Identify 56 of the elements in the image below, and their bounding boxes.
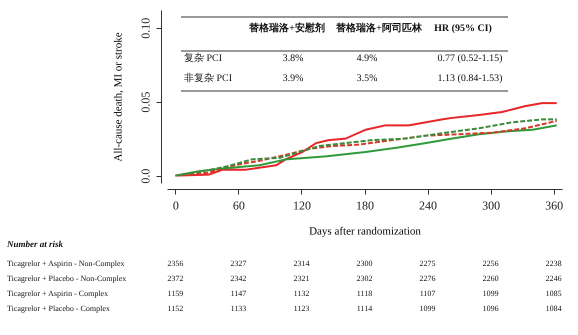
text: Ticagrelor + Aspirin - Complex	[7, 289, 108, 298]
text: 2302	[356, 274, 372, 283]
annotation: 替格瑞洛+阿司匹林	[335, 22, 423, 34]
annotation: 复杂 PCI	[184, 52, 222, 64]
text: 2372	[167, 274, 184, 283]
text: 1147	[230, 289, 246, 298]
annotation: 非复杂 PCI	[184, 72, 232, 84]
text: 1133	[230, 304, 246, 313]
text: 1099	[420, 304, 436, 313]
text: 2246	[546, 274, 562, 283]
y-tick-label: 0.05	[138, 92, 152, 113]
text: 1159	[168, 289, 184, 298]
y-tick-label: 0.10	[138, 18, 152, 39]
annotation: 0.77 (0.52-1.15)	[438, 53, 502, 64]
text: 2314	[293, 259, 310, 268]
annotation: 1.13 (0.84-1.53)	[438, 73, 502, 84]
text: 2275	[420, 259, 436, 268]
text: Ticagrelor + Aspirin - Non-Complex	[7, 259, 125, 268]
text: 1085	[546, 289, 562, 298]
text: Number at risk	[6, 239, 64, 249]
text: 2256	[482, 259, 499, 268]
text: 1152	[168, 304, 184, 313]
annotation: 3.5%	[356, 73, 378, 84]
x-tick-label: 0	[172, 198, 179, 212]
text: 2238	[546, 259, 562, 268]
x-tick-label: 60	[232, 198, 245, 212]
x-tick-label: 120	[292, 198, 311, 212]
annotation: 4.9%	[356, 53, 378, 64]
text: 1096	[482, 304, 499, 313]
text: 2327	[230, 259, 246, 268]
y-tick-label: 0.0	[138, 168, 152, 184]
text: 2276	[420, 274, 436, 283]
text: 2356	[167, 259, 184, 268]
annotation: 3.8%	[282, 53, 304, 64]
x-tick-label: 240	[419, 198, 438, 212]
text: 2300	[356, 259, 372, 268]
x-tick-label: 180	[356, 198, 374, 212]
x-axis-title: Days after randomization	[309, 226, 422, 238]
annotation: 3.9%	[282, 73, 304, 84]
text: 1107	[420, 289, 436, 298]
text: 1118	[356, 289, 372, 298]
y-axis-title: All-cause death, MI or stroke	[112, 32, 124, 162]
text: 2321	[293, 274, 310, 283]
annotation: 替格瑞洛+安慰剂	[248, 22, 325, 34]
text: 2342	[230, 274, 246, 283]
text: 1099	[482, 289, 499, 298]
text: 1132	[294, 289, 310, 298]
text: Ticagrelor + Placebo - Non-Complex	[7, 274, 126, 283]
text: Ticagrelor + Placebo - Complex	[7, 304, 110, 313]
x-tick-label: 300	[482, 198, 500, 212]
text: 1123	[294, 304, 310, 313]
text: 2260	[482, 274, 499, 283]
annotation: HR (95% CI)	[434, 23, 492, 34]
x-tick-label: 360	[545, 198, 564, 212]
text: 1114	[356, 304, 372, 313]
text: 1084	[546, 304, 562, 313]
